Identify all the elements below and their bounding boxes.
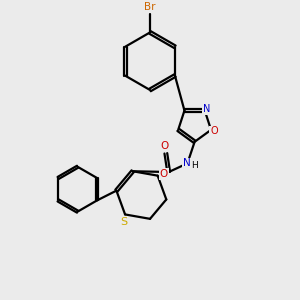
Text: Br: Br xyxy=(144,2,156,12)
Text: N: N xyxy=(202,104,210,114)
Text: S: S xyxy=(120,217,127,226)
Text: N: N xyxy=(183,158,191,168)
Text: O: O xyxy=(210,126,218,136)
Text: H: H xyxy=(191,161,198,170)
Text: O: O xyxy=(160,141,169,151)
Text: O: O xyxy=(160,169,168,179)
